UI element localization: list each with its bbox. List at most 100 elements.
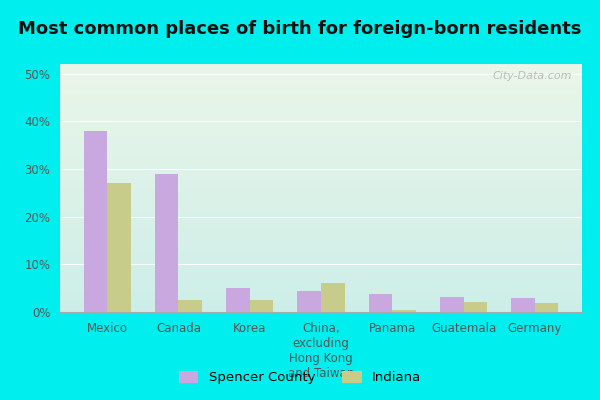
Bar bbox=[60, 277, 582, 280]
Bar bbox=[60, 131, 582, 134]
Bar bbox=[60, 203, 582, 205]
Bar bbox=[60, 171, 582, 173]
Bar bbox=[60, 158, 582, 161]
Text: City-Data.com: City-Data.com bbox=[492, 72, 572, 82]
Bar bbox=[60, 74, 582, 76]
Bar bbox=[60, 136, 582, 138]
Bar bbox=[60, 176, 582, 178]
Bar bbox=[60, 292, 582, 295]
Bar bbox=[60, 69, 582, 72]
Bar bbox=[511, 298, 535, 312]
Bar bbox=[60, 233, 582, 235]
Bar bbox=[60, 126, 582, 128]
Bar bbox=[60, 109, 582, 111]
Bar bbox=[60, 156, 582, 158]
Bar bbox=[60, 223, 582, 225]
Bar bbox=[60, 302, 582, 304]
Legend: Spencer County, Indiana: Spencer County, Indiana bbox=[173, 366, 427, 390]
Bar bbox=[60, 153, 582, 156]
Bar bbox=[60, 252, 582, 255]
Bar bbox=[60, 290, 582, 292]
Bar bbox=[440, 297, 464, 312]
Bar bbox=[60, 64, 582, 66]
Bar bbox=[60, 190, 582, 193]
Bar bbox=[60, 146, 582, 148]
Bar bbox=[60, 196, 582, 198]
Bar bbox=[369, 294, 392, 312]
Bar bbox=[60, 248, 582, 250]
Bar bbox=[60, 235, 582, 238]
Bar bbox=[60, 304, 582, 307]
Bar bbox=[60, 94, 582, 96]
Bar bbox=[60, 242, 582, 245]
Bar bbox=[60, 310, 582, 312]
Bar bbox=[60, 285, 582, 287]
Text: Most common places of birth for foreign-born residents: Most common places of birth for foreign-… bbox=[19, 20, 581, 38]
Bar bbox=[60, 228, 582, 230]
Bar bbox=[155, 174, 178, 312]
Bar bbox=[60, 275, 582, 277]
Bar bbox=[60, 262, 582, 265]
Bar bbox=[60, 76, 582, 79]
Bar bbox=[60, 180, 582, 183]
Bar bbox=[60, 106, 582, 109]
Bar bbox=[60, 218, 582, 220]
Bar bbox=[60, 210, 582, 213]
Bar bbox=[60, 81, 582, 84]
Bar bbox=[60, 91, 582, 94]
Bar bbox=[60, 79, 582, 81]
Bar bbox=[84, 131, 107, 312]
Bar bbox=[60, 295, 582, 297]
Bar bbox=[60, 84, 582, 86]
Bar bbox=[60, 116, 582, 118]
Bar bbox=[60, 230, 582, 233]
Bar bbox=[60, 101, 582, 104]
Bar bbox=[60, 148, 582, 151]
Bar bbox=[60, 114, 582, 116]
Bar bbox=[60, 188, 582, 190]
Bar bbox=[60, 66, 582, 69]
Bar bbox=[60, 270, 582, 272]
Bar bbox=[60, 138, 582, 141]
Bar bbox=[60, 193, 582, 196]
Bar bbox=[60, 168, 582, 171]
Bar bbox=[60, 134, 582, 136]
Bar bbox=[60, 208, 582, 210]
Bar bbox=[60, 151, 582, 153]
Bar bbox=[60, 200, 582, 203]
Bar bbox=[60, 141, 582, 143]
Bar bbox=[60, 121, 582, 124]
Bar bbox=[60, 163, 582, 166]
Bar bbox=[298, 290, 321, 312]
Bar bbox=[321, 283, 344, 312]
Bar bbox=[60, 124, 582, 126]
Bar bbox=[60, 300, 582, 302]
Bar bbox=[60, 99, 582, 101]
Bar bbox=[60, 282, 582, 285]
Bar bbox=[60, 250, 582, 252]
Bar bbox=[60, 198, 582, 200]
Bar bbox=[392, 310, 416, 312]
Bar bbox=[60, 118, 582, 121]
Bar bbox=[60, 258, 582, 260]
Bar bbox=[60, 255, 582, 258]
Bar bbox=[60, 265, 582, 267]
Bar bbox=[178, 300, 202, 312]
Bar bbox=[60, 220, 582, 223]
Bar bbox=[60, 96, 582, 99]
Bar bbox=[60, 173, 582, 176]
Bar bbox=[107, 183, 131, 312]
Bar bbox=[60, 225, 582, 228]
Bar bbox=[60, 111, 582, 114]
Bar bbox=[60, 240, 582, 242]
Bar bbox=[60, 267, 582, 270]
Bar bbox=[60, 272, 582, 275]
Bar bbox=[60, 186, 582, 188]
Bar bbox=[60, 280, 582, 282]
Bar bbox=[60, 307, 582, 310]
Bar bbox=[60, 238, 582, 240]
Bar bbox=[464, 302, 487, 312]
Bar bbox=[60, 260, 582, 262]
Bar bbox=[60, 297, 582, 300]
Bar bbox=[60, 287, 582, 290]
